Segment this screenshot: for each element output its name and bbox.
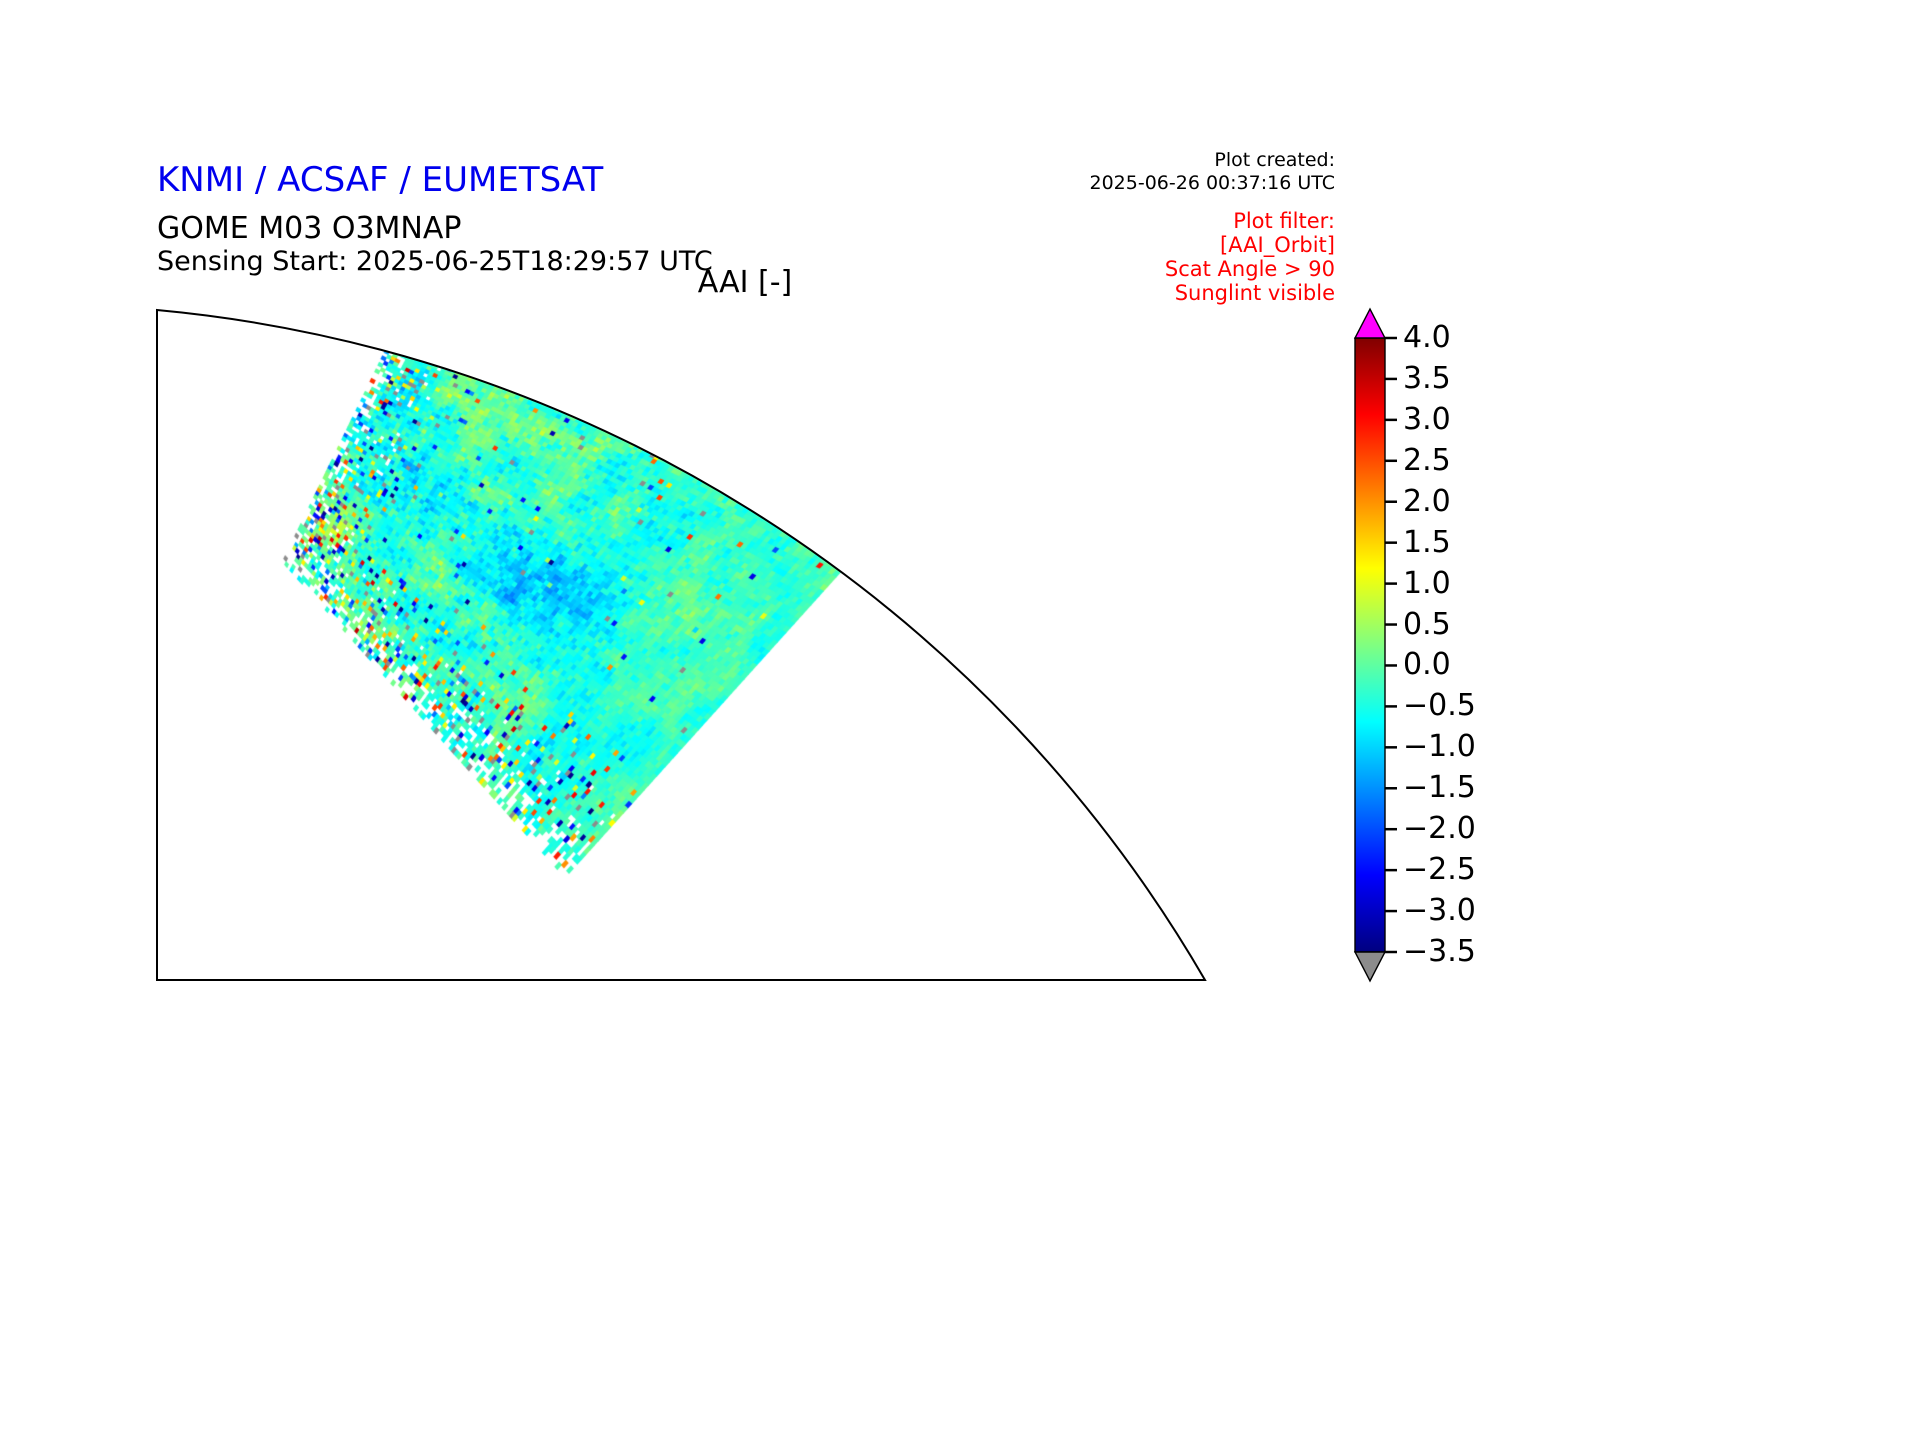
colorbar-tick-label: 2.5 — [1403, 442, 1451, 478]
colorbar-tick-label: −2.5 — [1403, 852, 1476, 888]
colorbar-gradient — [1354, 337, 1386, 953]
colorbar-tick-label: −3.5 — [1403, 934, 1476, 969]
colorbar-tick-label: −0.5 — [1403, 688, 1476, 724]
colorbar-tick-label: −3.0 — [1403, 893, 1476, 929]
colorbar-tick-label: 3.0 — [1403, 401, 1451, 437]
map-outline — [156, 308, 1207, 981]
colorbar-tick-label: 0.5 — [1403, 606, 1451, 642]
colorbar-over-arrow — [1353, 307, 1387, 339]
colorbar-tick-label: 4.0 — [1403, 320, 1451, 355]
colorbar-under-arrow — [1353, 951, 1387, 983]
colorbar-tick-label: −1.5 — [1403, 770, 1476, 806]
colorbar-tick-label: 1.5 — [1403, 524, 1451, 560]
colorbar-tick-label: −1.0 — [1403, 729, 1476, 765]
colorbar-ticks — [1385, 336, 1397, 954]
colorbar-tick-label: 3.5 — [1403, 360, 1451, 396]
colorbar-tick-label: 1.0 — [1403, 565, 1451, 601]
colorbar-tick-label: 2.0 — [1403, 483, 1451, 519]
colorbar-tick-label: −2.0 — [1403, 811, 1476, 847]
colorbar-tick-label: 0.0 — [1403, 647, 1451, 683]
